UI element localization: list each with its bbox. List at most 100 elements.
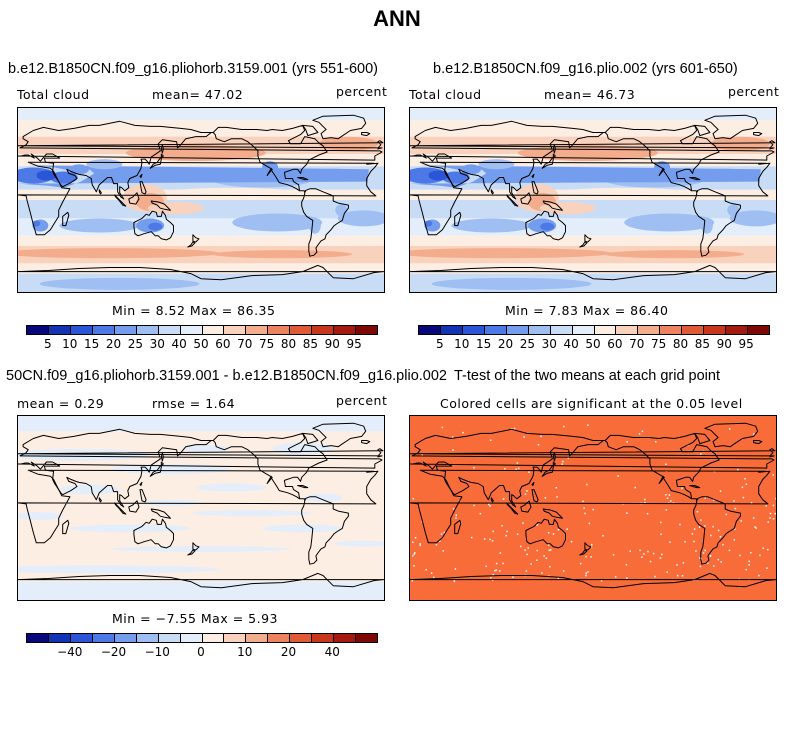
field-patch (540, 222, 555, 231)
insignificant-cell (536, 549, 538, 552)
insignificant-cell (547, 544, 550, 546)
colorbar-swatch (48, 326, 71, 334)
colorbar-swatch (356, 634, 377, 642)
colorbar-swatch (290, 634, 313, 642)
colorbar-tick-label: 15 (83, 337, 100, 351)
colorbar-tick-label: 10 (454, 337, 470, 351)
field-patch (32, 220, 41, 227)
field-band (18, 416, 384, 432)
insignificant-cell (561, 463, 563, 465)
insignificant-cell (421, 454, 423, 456)
insignificant-cell (412, 497, 415, 500)
colorbar-swatch (246, 326, 269, 334)
field-patch (604, 250, 745, 259)
insignificant-cell (526, 553, 528, 556)
panel3-rmse-label: rmse = 1.64 (152, 396, 236, 411)
insignificant-cell (681, 487, 683, 490)
coastline (62, 211, 70, 227)
insignificant-cell (524, 493, 527, 495)
insignificant-cell (676, 574, 679, 577)
colorbar-swatch (136, 634, 159, 642)
colorbar-swatch (70, 634, 93, 642)
coastline (361, 440, 371, 445)
coastline (410, 140, 776, 150)
insignificant-cell (557, 577, 560, 580)
colorbar-tick-label: 60 (215, 337, 231, 351)
panel3-colorbar (26, 633, 378, 643)
insignificant-cell (513, 427, 516, 430)
coastline (490, 497, 494, 503)
field-patch (262, 161, 279, 174)
insignificant-cell (702, 552, 705, 554)
insignificant-cell (504, 468, 506, 470)
insignificant-cell (585, 572, 587, 575)
panel3-title: 50CN.f09_g16.pliohorb.3159.001 - b.e12.B… (6, 368, 447, 384)
insignificant-cell (586, 483, 588, 486)
coastline (531, 173, 535, 178)
insignificant-cell (495, 562, 498, 565)
coastlines (18, 114, 384, 281)
field-patch (624, 213, 715, 232)
coastline (114, 194, 127, 207)
field-patch (410, 248, 612, 259)
insignificant-cell (501, 525, 503, 527)
insignificant-cell (679, 523, 681, 526)
insignificant-cell (641, 556, 643, 558)
insignificant-cell (665, 494, 667, 496)
insignificant-cell (414, 537, 417, 539)
colorbar-tick-label: 30 (541, 337, 557, 351)
coastline (128, 192, 140, 205)
insignificant-cell (585, 555, 587, 558)
insignificant-cell (725, 513, 728, 516)
insignificant-cell (626, 441, 628, 443)
coastline (689, 177, 701, 181)
coastline (693, 188, 741, 257)
insignificant-cell (587, 571, 589, 573)
field-patch (308, 217, 321, 234)
coastline (18, 428, 383, 508)
panel2-title: b.e12.B1850CN.f09_g16.plio.002 (yrs 601-… (433, 61, 738, 77)
insignificant-cell (517, 467, 520, 470)
insignificant-cell (661, 553, 663, 556)
insignificant-cell (695, 550, 697, 552)
insignificant-cell (562, 460, 564, 463)
insignificant-cell (639, 549, 641, 552)
insignificant-cell (419, 544, 421, 547)
coastline (531, 181, 539, 195)
field-band (18, 263, 384, 274)
insignificant-cell (772, 474, 774, 476)
insignificant-cell (590, 556, 592, 558)
insignificant-cell (767, 521, 769, 523)
field-patch (18, 448, 149, 461)
insignificant-cell (772, 518, 775, 520)
coastline (18, 264, 384, 281)
field-patch (147, 202, 204, 215)
colorbar-tick-label: 50 (585, 337, 601, 351)
coastline (410, 161, 771, 236)
coastline (410, 264, 776, 281)
coastline (552, 144, 556, 154)
insignificant-cell (612, 554, 615, 556)
insignificant-cell (443, 531, 446, 534)
insignificant-cell (555, 487, 558, 489)
colorbar-tick-label: 90 (324, 337, 340, 351)
insignificant-cell (643, 553, 645, 555)
insignificant-cell (758, 574, 760, 577)
coastline (552, 452, 556, 462)
insignificant-cell (700, 557, 703, 560)
coastline (192, 234, 200, 243)
insignificant-cell (660, 521, 662, 524)
colorbar-swatch (224, 634, 247, 642)
insignificant-cell (516, 533, 519, 535)
field-patch (171, 187, 292, 196)
insignificant-cell (545, 557, 548, 559)
field-patch (710, 136, 771, 151)
coastline (753, 440, 763, 445)
colorbar-swatch (48, 634, 71, 642)
insignificant-cell (717, 529, 720, 532)
colorbar-tick-label: 10 (62, 337, 78, 351)
coastline (579, 241, 588, 248)
insignificant-cell (750, 552, 752, 554)
insignificant-cell (752, 517, 755, 519)
colorbar-swatch (290, 326, 313, 334)
